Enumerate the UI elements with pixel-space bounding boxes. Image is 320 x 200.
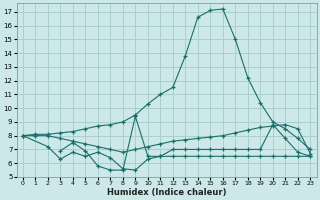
X-axis label: Humidex (Indice chaleur): Humidex (Indice chaleur) bbox=[107, 188, 226, 197]
